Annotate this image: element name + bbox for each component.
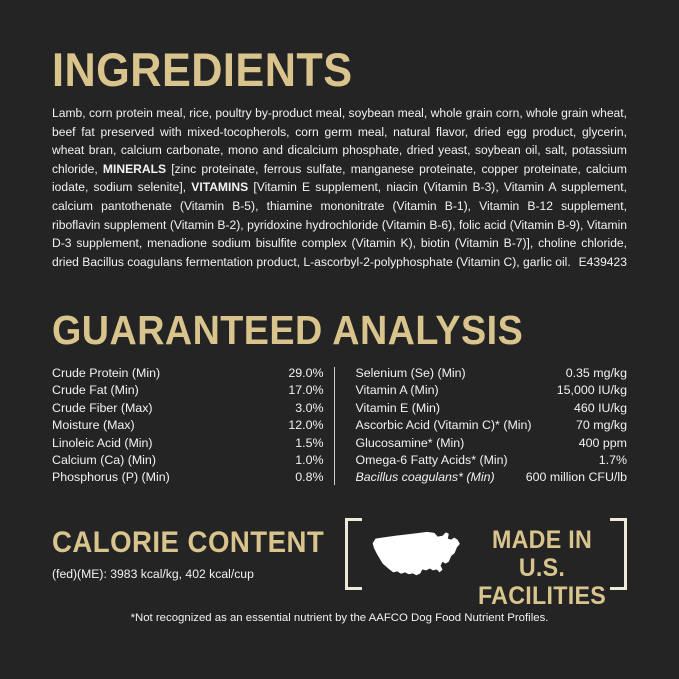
analysis-nutrient-name: Crude Fiber (Max) — [52, 400, 153, 415]
analysis-row: Omega-6 Fatty Acids* (Min) 1.7% — [356, 452, 628, 469]
analysis-nutrient-value: 29.0% — [288, 366, 324, 380]
analysis-nutrient-name: Moisture (Max) — [52, 418, 135, 433]
ingredients-text-part-3: [Vitamin E supplement, niacin (Vitamin B… — [52, 180, 627, 269]
made-in-us-badge-text: MADE IN U.S. FACILITIES — [472, 526, 612, 610]
analysis-right-column: Selenium (Se) (Min) 0.35 mg/kg Vitamin A (… — [335, 365, 628, 487]
analysis-row: Vitamin A (Min) 15,000 IU/kg — [356, 382, 628, 399]
ingredients-paragraph: Lamb, corn protein meal, rice, poultry b… — [52, 104, 627, 271]
analysis-row: Calcium (Ca) (Min) 1.0% — [52, 452, 324, 469]
analysis-nutrient-name: Linoleic Acid (Min) — [52, 435, 153, 450]
analysis-nutrient-value: 15,000 IU/kg — [556, 383, 627, 398]
analysis-nutrient-value: 1.0% — [295, 453, 324, 468]
analysis-nutrient-name: Crude Protein (Min) — [52, 366, 161, 380]
analysis-nutrient-value: 70 mg/kg — [576, 418, 627, 433]
ingredients-heading: INGREDIENTS — [52, 43, 353, 96]
analysis-nutrient-value: 0.8% — [295, 470, 324, 485]
analysis-row: Crude Protein (Min) 29.0% — [52, 365, 324, 382]
analysis-row: Glucosamine* (Min) 400 ppm — [356, 435, 628, 452]
analysis-nutrient-name: Ascorbic Acid (Vitamin C)* (Min) — [355, 418, 532, 433]
analysis-row: Linoleic Acid (Min) 1.5% — [52, 435, 324, 452]
analysis-row: Phosphorus (P) (Min) 0.8% — [52, 469, 324, 486]
analysis-nutrient-value: 3.0% — [295, 400, 324, 415]
analysis-nutrient-value: 0.35 mg/kg — [565, 366, 627, 380]
analysis-row: Selenium (Se) (Min) 0.35 mg/kg — [356, 365, 628, 382]
analysis-nutrient-name: Vitamin A (Min) — [355, 383, 439, 398]
minerals-label: MINERALS — [102, 161, 167, 176]
bracket-right-icon — [610, 518, 627, 590]
analysis-row: Moisture (Max) 12.0% — [52, 417, 324, 434]
analysis-nutrient-name: Glucosamine* (Min) — [355, 435, 465, 450]
analysis-column-divider — [333, 367, 335, 485]
bracket-left-icon — [345, 518, 362, 590]
analysis-nutrient-name: Phosphorus (P) (Min) — [52, 470, 170, 485]
analysis-nutrient-value: 1.5% — [295, 435, 324, 450]
aafco-footnote: *Not recognized as an essential nutrient… — [130, 612, 549, 624]
vitamins-label: VITAMINS — [191, 180, 249, 195]
analysis-nutrient-name: Selenium (Se) (Min) — [355, 366, 466, 380]
guaranteed-analysis-heading: GUARANTEED ANALYSIS — [52, 307, 524, 353]
analysis-row: Bacillus coagulans* (Min) 600 million CFU… — [356, 469, 628, 486]
made-in-us-badge: MADE IN U.S. FACILITIES — [345, 518, 627, 610]
badge-line-1: MADE IN U.S. — [491, 526, 593, 582]
ingredients-text-part-2: [zinc proteinate, ferrous sulfate, manga… — [52, 161, 627, 195]
analysis-left-column: Crude Protein (Min) 29.0% Crude Fat (Min) 1… — [52, 365, 334, 487]
ingredients-text-part-1: Lamb, corn protein meal, rice, poultry b… — [52, 106, 627, 176]
analysis-nutrient-value: 17.0% — [288, 383, 324, 398]
analysis-nutrient-name: Bacillus coagulans* (Min) — [355, 470, 495, 485]
calorie-content-heading: CALORIE CONTENT — [52, 526, 325, 559]
analysis-row: Ascorbic Acid (Vitamin C)* (Min) 70 mg/kg — [356, 417, 628, 434]
analysis-nutrient-value: 12.0% — [288, 418, 324, 433]
analysis-row: Vitamin E (Min) 460 IU/kg — [356, 400, 628, 417]
analysis-row: Crude Fiber (Max) 3.0% — [52, 400, 324, 417]
analysis-nutrient-name: Crude Fat (Min) — [52, 383, 139, 398]
analysis-nutrient-name: Calcium (Ca) (Min) — [52, 453, 156, 468]
analysis-nutrient-value: 1.7% — [598, 453, 627, 468]
guaranteed-analysis-table: Crude Protein (Min) 29.0% Crude Fat (Min) 1… — [52, 365, 627, 487]
usa-map-icon — [372, 531, 460, 576]
analysis-nutrient-value: 400 ppm — [578, 435, 627, 450]
analysis-nutrient-value: 600 million CFU/lb — [525, 470, 627, 485]
calorie-content-text: (fed)(ME): 3983 kcal/kg, 402 kcal/cup — [52, 567, 254, 581]
analysis-nutrient-value: 460 IU/kg — [573, 400, 627, 415]
analysis-row: Crude Fat (Min) 17.0% — [52, 382, 324, 399]
badge-line-2: FACILITIES — [477, 582, 607, 610]
analysis-nutrient-name: Omega-6 Fatty Acids* (Min) — [355, 453, 508, 468]
analysis-nutrient-name: Vitamin E (Min) — [355, 400, 440, 415]
